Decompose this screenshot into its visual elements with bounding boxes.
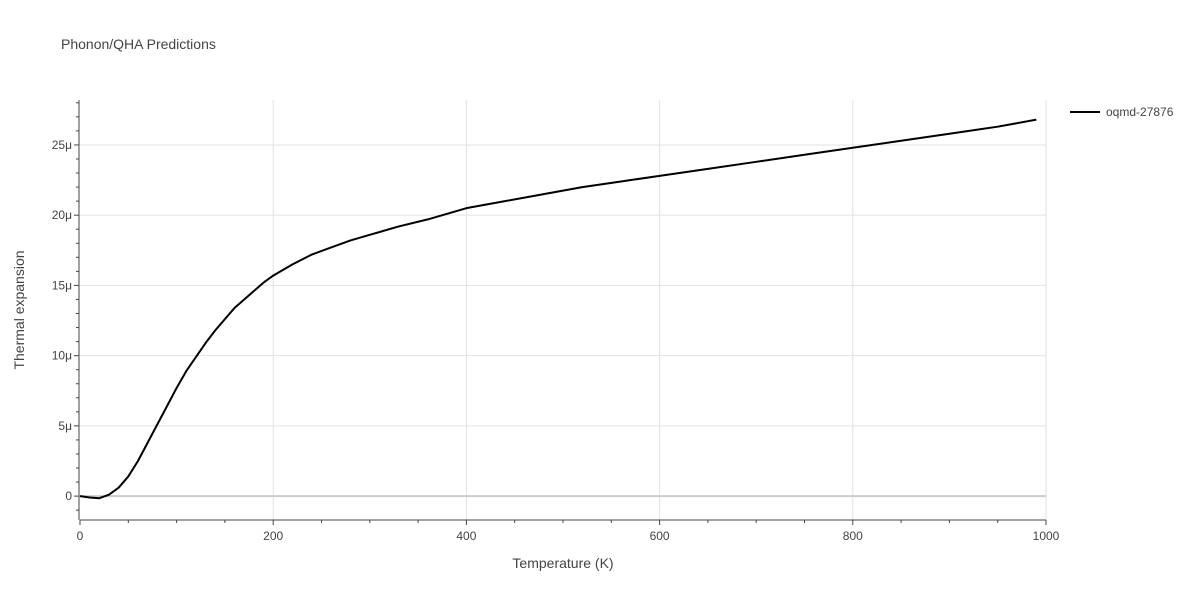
chart-title: Phonon/QHA Predictions: [61, 36, 216, 52]
y-tick-label: 25μ: [52, 138, 72, 152]
y-tick-label: 5μ: [58, 419, 72, 433]
y-tick-label: 20μ: [52, 208, 72, 222]
x-axis-label: Temperature (K): [512, 555, 613, 571]
legend-line-swatch: [1070, 111, 1100, 113]
x-tick-label: 0: [77, 529, 84, 543]
y-tick-label: 0: [65, 489, 72, 503]
x-tick-label: 400: [456, 529, 476, 543]
x-tick-label: 200: [263, 529, 283, 543]
x-tick-label: 1000: [1033, 529, 1060, 543]
axes: [74, 100, 1047, 525]
x-tick-label: 800: [843, 529, 863, 543]
tick-labels: 0 200 400 600 800 1000 0 5μ 10μ 15μ 20μ 25μ: [52, 138, 1060, 543]
x-tick-label: 600: [650, 529, 670, 543]
y-tick-label: 15μ: [52, 278, 72, 292]
grid-lines: [80, 100, 1047, 520]
y-axis-label: Thermal expansion: [11, 250, 27, 369]
series-group: [79, 118, 1037, 500]
legend[interactable]: oqmd-27876: [1070, 105, 1173, 119]
y-tick-label: 10μ: [52, 349, 72, 363]
series-line: [79, 118, 1037, 500]
legend-label: oqmd-27876: [1106, 105, 1174, 119]
